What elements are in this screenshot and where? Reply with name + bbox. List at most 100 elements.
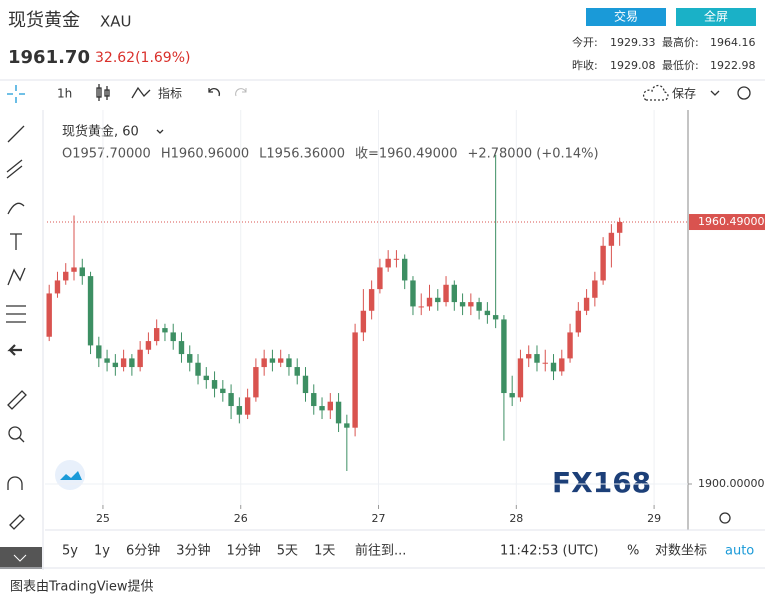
candle-body bbox=[550, 362, 557, 372]
ohlc-legend: 收=1960.49000 bbox=[355, 147, 457, 162]
save[interactable]: 保存 bbox=[672, 87, 696, 101]
candle-body bbox=[410, 280, 416, 307]
candle-body bbox=[261, 358, 267, 368]
candle-body bbox=[211, 380, 218, 389]
chart-title: 现货黄金, 60 bbox=[62, 124, 139, 140]
candle-body bbox=[600, 245, 606, 281]
stat: 最低价: bbox=[662, 59, 699, 72]
candle-body bbox=[435, 297, 441, 303]
y-tick-label: 1900.00000 bbox=[698, 477, 764, 490]
fullscreen-button[interactable] bbox=[676, 8, 756, 26]
trade-button[interactable] bbox=[586, 8, 666, 26]
title-menu[interactable] bbox=[156, 129, 164, 134]
interval[interactable]: 1h bbox=[57, 87, 72, 101]
indicator-icon[interactable] bbox=[131, 86, 151, 99]
range-button[interactable]: 1天 bbox=[314, 544, 335, 559]
candle-body bbox=[377, 267, 383, 290]
candle-body bbox=[526, 354, 532, 359]
candle-body bbox=[294, 367, 300, 376]
candle-body bbox=[542, 362, 548, 364]
candle-body bbox=[63, 271, 69, 281]
candle-body bbox=[368, 289, 375, 311]
goto[interactable]: 前往到... bbox=[355, 543, 406, 559]
x-tick-label: 26 bbox=[234, 512, 248, 525]
candle-body bbox=[319, 406, 325, 411]
candle-body bbox=[178, 341, 185, 355]
x-tick-label: 27 bbox=[372, 512, 386, 525]
candle-body bbox=[418, 306, 424, 308]
auto[interactable]: auto bbox=[725, 544, 754, 559]
title: 现货黄金 bbox=[8, 10, 80, 31]
last-price-label: 1960.49000 bbox=[698, 215, 764, 228]
save-menu[interactable] bbox=[710, 90, 720, 96]
ohlc-legend: H1960.96000 bbox=[161, 147, 249, 162]
range-button[interactable]: 1分钟 bbox=[227, 543, 261, 559]
stat: 1922.98 bbox=[710, 59, 756, 72]
candle-body bbox=[492, 315, 499, 320]
fullscreen-label[interactable]: 全屏 bbox=[704, 9, 728, 24]
tv-logo bbox=[55, 460, 85, 490]
range-button[interactable]: 5y bbox=[62, 544, 78, 559]
range-button[interactable]: 3分钟 bbox=[176, 543, 210, 559]
candle-body bbox=[501, 319, 507, 394]
candle-body bbox=[575, 310, 582, 333]
tools[interactable] bbox=[6, 85, 27, 530]
redo[interactable] bbox=[235, 88, 247, 97]
stat: 1929.08 bbox=[610, 59, 656, 72]
range-button[interactable]: 6分钟 bbox=[126, 543, 160, 559]
candle-body bbox=[286, 358, 292, 368]
x-tick-label: 29 bbox=[647, 512, 661, 525]
candle-body bbox=[385, 258, 391, 268]
trade-label[interactable]: 交易 bbox=[614, 9, 638, 24]
percent[interactable]: % bbox=[627, 544, 639, 559]
range-button[interactable]: 1y bbox=[94, 544, 110, 559]
symbol: XAU bbox=[100, 13, 132, 31]
candle-body bbox=[344, 423, 350, 428]
collapse-icon[interactable] bbox=[13, 554, 27, 562]
candle-body bbox=[120, 358, 127, 368]
candle-body bbox=[137, 349, 143, 368]
undo[interactable] bbox=[208, 88, 221, 97]
settings[interactable] bbox=[737, 86, 751, 100]
footer: 图表由TradingView提供 bbox=[10, 579, 154, 595]
ohlc-legend: O1957.70000 bbox=[62, 147, 151, 162]
candle-body bbox=[170, 332, 176, 342]
candle-body bbox=[302, 375, 309, 394]
candle-body bbox=[104, 358, 110, 363]
candle-body bbox=[195, 362, 201, 376]
candle-body bbox=[393, 258, 400, 260]
stat: 昨收: bbox=[572, 58, 598, 72]
stat: 最高价: bbox=[662, 35, 699, 49]
log-scale[interactable]: 对数坐标 bbox=[655, 544, 707, 559]
candle-body bbox=[153, 328, 160, 342]
collapse[interactable] bbox=[0, 547, 42, 569]
axis-settings[interactable] bbox=[719, 512, 731, 524]
candle-body bbox=[145, 341, 152, 350]
candle-body bbox=[54, 280, 61, 294]
ohlc-legend: L1956.36000 bbox=[259, 147, 345, 162]
stat: 今开: bbox=[572, 35, 598, 49]
candle-body bbox=[79, 267, 85, 277]
ohlc-legend: +2.78000 (+0.14%) bbox=[467, 147, 598, 162]
candle-body bbox=[244, 397, 251, 415]
candle-body bbox=[608, 232, 615, 246]
candle-body bbox=[162, 328, 168, 333]
candle-body bbox=[459, 302, 466, 307]
candle-body bbox=[616, 222, 623, 233]
indicators[interactable]: 指标 bbox=[158, 86, 182, 101]
tv-logo-icon bbox=[60, 471, 82, 480]
cloud-icon[interactable] bbox=[642, 84, 669, 101]
range-button[interactable]: 5天 bbox=[277, 544, 298, 559]
candle-body bbox=[228, 393, 234, 407]
candle-body bbox=[509, 393, 515, 398]
candle-body bbox=[71, 267, 77, 272]
candle-body bbox=[96, 345, 102, 359]
candle-body bbox=[335, 401, 342, 424]
candle-body bbox=[451, 284, 458, 303]
candle-body bbox=[269, 358, 276, 363]
last-price-box bbox=[689, 214, 765, 231]
change: 32.62(1.69%) bbox=[95, 50, 190, 66]
candle-body bbox=[277, 358, 284, 363]
candle-icon[interactable] bbox=[96, 84, 110, 101]
